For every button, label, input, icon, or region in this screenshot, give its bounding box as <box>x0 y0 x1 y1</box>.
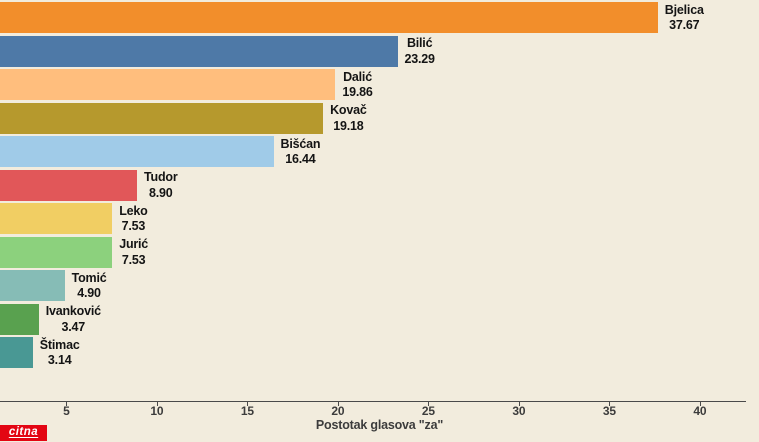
bar-3 <box>0 102 324 134</box>
bar-value-label: 19.86 <box>342 85 373 99</box>
bar-9 <box>0 303 39 335</box>
bar-category-label: Bišćan <box>280 136 321 151</box>
bar-label-7: Jurić 7.53 <box>119 237 148 268</box>
bar-8 <box>0 270 65 301</box>
x-tick-label: 10 <box>150 404 164 418</box>
bar-value-label: 8.90 <box>148 185 173 200</box>
bar-5 <box>0 169 137 201</box>
bar-label-4: Bišćan 16.44 <box>281 137 321 168</box>
bar-value-label: 3.14 <box>47 353 72 367</box>
x-tick-mark <box>609 401 611 406</box>
bar-category-label: Tudor <box>144 170 178 184</box>
x-tick-mark <box>66 401 68 406</box>
bar-4 <box>0 136 274 167</box>
bar-category-label: Dalić <box>343 69 372 84</box>
bar-category-label: Kovač <box>330 103 367 117</box>
bar-label-1: Bilić 23.29 <box>405 36 435 67</box>
bar-value-label: 4.90 <box>77 286 101 300</box>
x-axis-line <box>0 401 746 402</box>
bar-category-label: Jurić <box>119 237 149 251</box>
x-tick-label: 15 <box>240 404 254 418</box>
bar-category-label: Leko <box>119 203 148 218</box>
citna-logo-text: citna <box>8 426 39 439</box>
bar-2 <box>0 69 336 100</box>
bar-value-label: 3.47 <box>61 319 86 334</box>
bar-category-label: Bjelica <box>664 2 704 17</box>
x-tick-mark <box>156 401 158 406</box>
bar-value-label: 37.67 <box>669 18 700 32</box>
bar-category-label: Bilić <box>406 36 433 50</box>
x-tick-mark <box>699 401 701 406</box>
x-axis-title: Postotak glasova "za" <box>315 418 444 432</box>
x-tick-label: 25 <box>421 404 435 418</box>
bar-label-0: Bjelica 37.67 <box>665 3 704 34</box>
bar-label-6: Leko 7.53 <box>119 203 148 235</box>
citna-logo: citna <box>0 425 47 441</box>
x-tick-mark <box>337 401 339 406</box>
bar-label-2: Dalić 19.86 <box>342 70 372 101</box>
x-tick-mark <box>428 401 430 406</box>
x-tick-label: 5 <box>63 404 70 418</box>
x-tick-label: 40 <box>693 404 707 418</box>
x-tick-mark <box>518 401 520 406</box>
bar-6 <box>0 203 113 234</box>
x-tick-label: 30 <box>512 404 526 418</box>
bar-label-10: Štimac 3.14 <box>40 338 80 369</box>
bar-0 <box>0 2 658 33</box>
bar-7 <box>0 236 113 268</box>
bar-category-label: Štimac <box>39 337 80 352</box>
bar-label-9: Ivanković 3.47 <box>46 304 101 335</box>
bar-value-label: 7.53 <box>121 252 146 267</box>
bar-label-5: Tudor 8.90 <box>144 170 178 201</box>
bar-value-label: 7.53 <box>121 219 146 233</box>
bar-category-label: Ivanković <box>45 304 101 318</box>
bar-label-8: Tomić 4.90 <box>72 271 107 302</box>
bar-value-label: 16.44 <box>285 152 316 166</box>
x-tick-mark <box>247 401 249 406</box>
bar-label-3: Kovač 19.18 <box>330 103 367 134</box>
bar-10 <box>0 337 33 368</box>
x-tick-label: 35 <box>602 404 616 418</box>
bar-category-label: Tomić <box>71 270 107 285</box>
bar-value-label: 23.29 <box>404 51 435 66</box>
x-tick-label: 20 <box>331 404 345 418</box>
bar-value-label: 19.18 <box>333 118 364 133</box>
bar-1 <box>0 35 398 67</box>
